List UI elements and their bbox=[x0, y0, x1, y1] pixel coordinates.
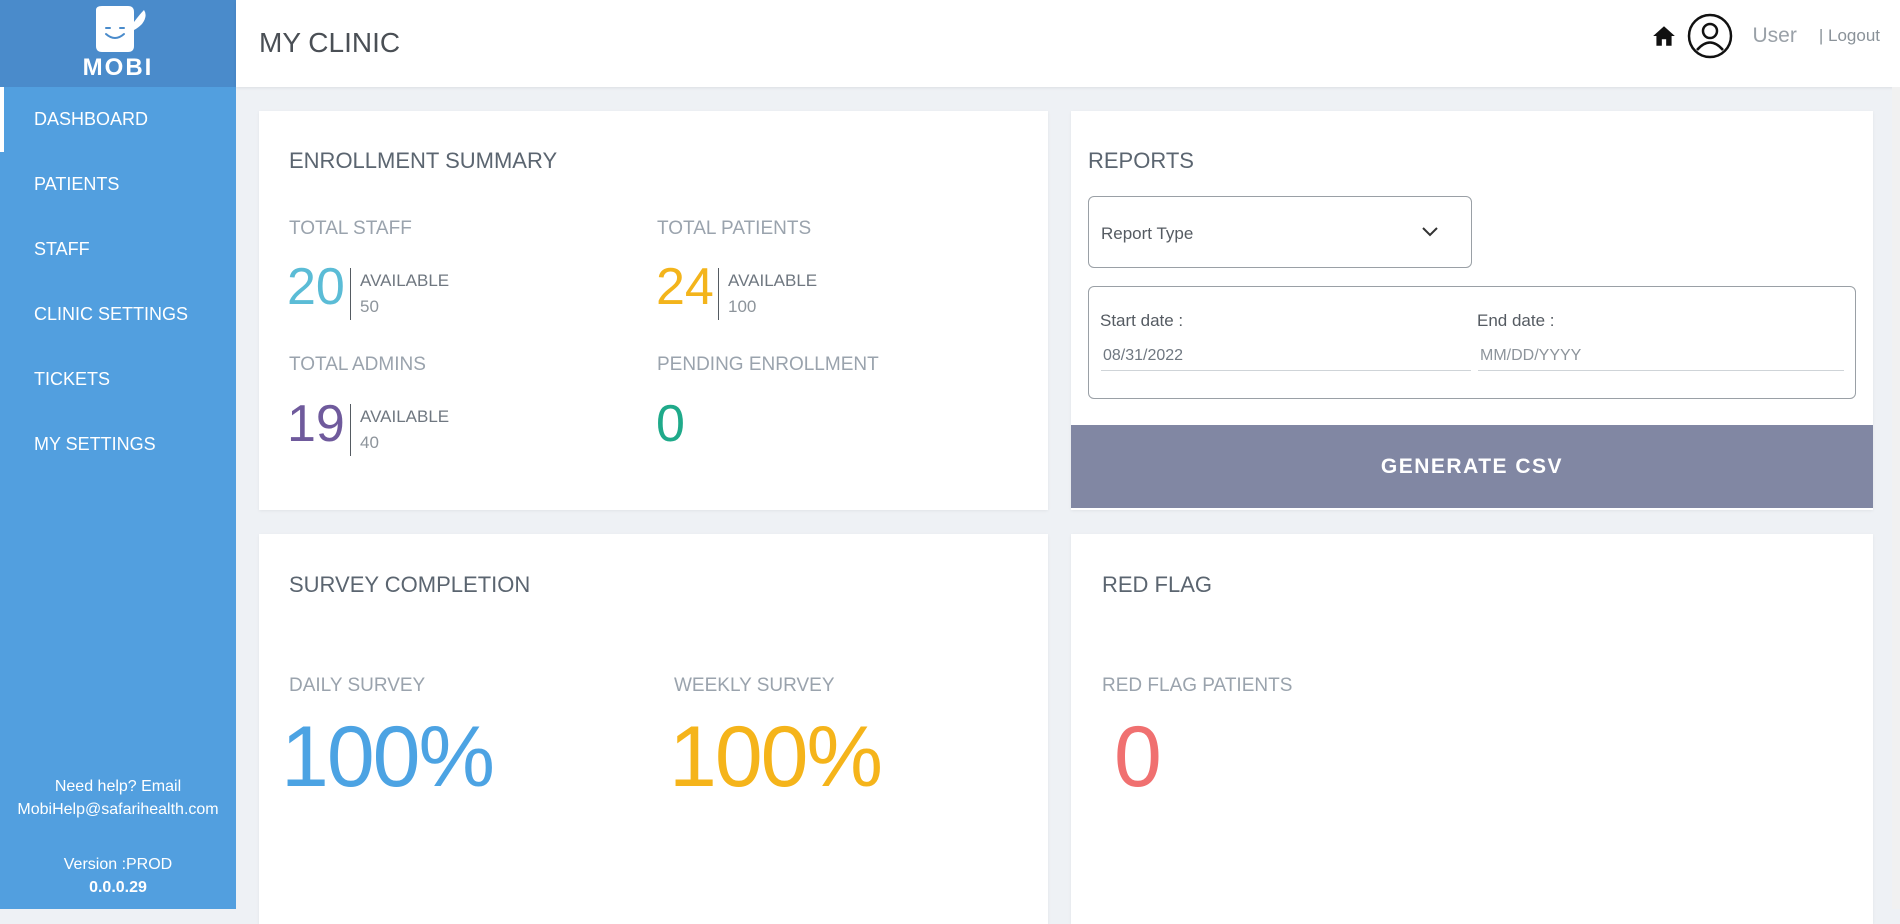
daily-survey-value: 100% bbox=[281, 709, 495, 805]
daily-survey-label: DAILY SURVEY bbox=[289, 675, 426, 696]
logo[interactable]: MOBI bbox=[0, 0, 236, 87]
weekly-survey-label: WEEKLY SURVEY bbox=[674, 675, 835, 696]
start-date-input[interactable] bbox=[1101, 341, 1471, 371]
top-header: MY CLINIC User | Logout bbox=[236, 0, 1900, 87]
end-date-input[interactable] bbox=[1478, 341, 1844, 371]
available-value: 50 bbox=[360, 297, 379, 316]
stat-divider bbox=[350, 268, 351, 320]
available-label: AVAILABLE bbox=[360, 407, 450, 426]
enrollment-summary-title: ENROLLMENT SUMMARY bbox=[289, 148, 558, 173]
page-title: MY CLINIC bbox=[259, 27, 401, 58]
available-value: 100 bbox=[728, 297, 757, 316]
sidebar-item-clinic-settings[interactable]: CLINIC SETTINGS bbox=[34, 304, 189, 324]
end-date-label: End date : bbox=[1477, 311, 1555, 330]
brand-name: MOBI bbox=[82, 53, 154, 81]
version-info: Version :PROD 0.0.0.29 bbox=[0, 853, 236, 899]
total-staff-value: 20 bbox=[287, 258, 345, 316]
report-type-select[interactable]: Report Type bbox=[1088, 196, 1472, 268]
total-patients-value: 24 bbox=[656, 258, 714, 316]
total-admins-label: TOTAL ADMINS bbox=[289, 354, 426, 375]
start-date-label: Start date : bbox=[1100, 311, 1184, 330]
admins-available: AVAILABLE 40 bbox=[360, 404, 449, 456]
pending-enrollment-value: 0 bbox=[656, 395, 685, 453]
stat-divider bbox=[718, 268, 719, 320]
sidebar-item-my-settings[interactable]: MY SETTINGS bbox=[34, 434, 156, 454]
survey-completion-title: SURVEY COMPLETION bbox=[289, 572, 531, 597]
pending-enrollment-label: PENDING ENROLLMENT bbox=[657, 354, 879, 375]
sidebar-nav: DASHBOARD PATIENTS STAFF CLINIC SETTINGS… bbox=[0, 87, 236, 477]
home-icon[interactable] bbox=[1651, 23, 1677, 49]
available-value: 40 bbox=[360, 433, 379, 452]
red-flag-card bbox=[1071, 534, 1873, 924]
sidebar-item-staff[interactable]: STAFF bbox=[34, 239, 90, 259]
logout-link[interactable]: | Logout bbox=[1818, 26, 1880, 45]
generate-csv-button[interactable]: GENERATE CSV bbox=[1071, 425, 1873, 508]
total-patients-label: TOTAL PATIENTS bbox=[657, 218, 812, 239]
red-flag-patients-label: RED FLAG PATIENTS bbox=[1102, 675, 1293, 696]
user-circle-icon[interactable] bbox=[1687, 13, 1733, 59]
sidebar-item-tickets[interactable]: TICKETS bbox=[34, 369, 111, 389]
reports-title: REPORTS bbox=[1088, 148, 1194, 173]
available-label: AVAILABLE bbox=[728, 271, 818, 290]
help-text: Need help? Email MobiHelp@safarihealth.c… bbox=[0, 775, 236, 821]
red-flag-title: RED FLAG bbox=[1102, 572, 1213, 597]
enrollment-summary-card bbox=[259, 111, 1048, 510]
sidebar-item-dashboard[interactable]: DASHBOARD bbox=[0, 87, 236, 152]
help-line: Need help? Email bbox=[54, 778, 182, 795]
total-admins-value: 19 bbox=[287, 395, 345, 453]
survey-completion-card bbox=[259, 534, 1048, 924]
header-actions: User | Logout bbox=[1651, 12, 1880, 60]
help-email-link[interactable]: MobiHelp@safarihealth.com bbox=[17, 801, 219, 818]
report-type-placeholder: Report Type bbox=[1101, 224, 1194, 243]
date-range-box: Start date : End date : bbox=[1088, 286, 1856, 399]
red-flag-patients-value: 0 bbox=[1114, 709, 1162, 805]
version-number: 0.0.0.29 bbox=[89, 879, 147, 896]
staff-available: AVAILABLE 50 bbox=[360, 268, 449, 320]
chevron-down-icon bbox=[1422, 227, 1438, 237]
weekly-survey-value: 100% bbox=[669, 709, 883, 805]
stat-divider bbox=[350, 404, 351, 456]
available-label: AVAILABLE bbox=[360, 271, 450, 290]
page-scrollbar[interactable] bbox=[1892, 87, 1900, 909]
version-label: Version :PROD bbox=[63, 856, 173, 873]
user-name[interactable]: User bbox=[1752, 24, 1797, 47]
sidebar: MOBI DASHBOARD PATIENTS STAFF CLINIC SET… bbox=[0, 0, 236, 909]
sidebar-item-patients[interactable]: PATIENTS bbox=[34, 174, 120, 194]
total-staff-label: TOTAL STAFF bbox=[289, 218, 412, 239]
patients-available: AVAILABLE 100 bbox=[728, 268, 817, 320]
whale-logo-icon bbox=[96, 5, 146, 52]
